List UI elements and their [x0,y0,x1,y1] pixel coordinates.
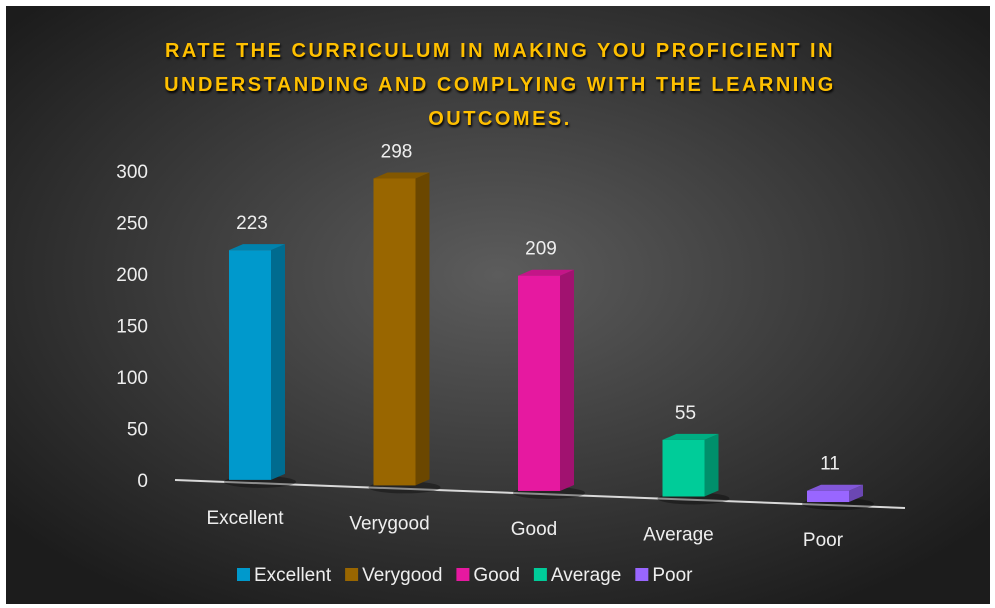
legend-label: Good [473,565,519,586]
bar-top [518,269,574,276]
y-tick-label: 0 [137,471,148,492]
bar-side [415,172,430,486]
x-tick-label: Poor [803,530,844,551]
legend-label: Poor [652,565,693,586]
x-tick-label: Verygood [349,513,429,534]
bar [518,275,560,491]
legend-label: Excellent [254,565,332,586]
legend-swatch [345,568,359,581]
x-tick-label: Good [511,519,557,540]
y-tick-label: 200 [116,265,148,286]
legend-swatch [635,568,649,581]
y-tick-label: 150 [116,317,148,338]
bar-side [560,269,574,491]
legend-swatch [456,568,470,581]
y-tick-label: 250 [116,214,148,235]
value-label: 298 [381,141,413,162]
value-label: 223 [236,213,268,234]
bar-top [807,484,863,491]
y-tick-label: 50 [127,420,148,441]
chart-title: RATE THE CURRICULUM IN MAKING YOU PROFIC… [164,40,836,130]
legend-label: Average [551,565,621,586]
bar-side [271,244,285,480]
value-label: 55 [675,403,696,424]
base-line [174,479,906,509]
y-tick-label: 100 [116,368,148,389]
legend-label: Verygood [362,565,442,586]
bar-side [704,433,719,497]
bar-top [373,172,430,179]
x-tick-label: Excellent [206,508,284,529]
bar-side [849,484,863,503]
bar [807,490,849,503]
value-label: 209 [525,239,557,260]
y-tick-label: 300 [116,162,148,183]
bar-top [229,244,285,251]
value-label: 11 [820,454,840,475]
bar [662,439,705,497]
legend-swatch [533,568,547,581]
bar [229,250,271,480]
bar-top [662,433,719,440]
legend-swatch [237,568,250,581]
x-tick-label: Average [643,525,713,546]
bar [373,178,416,486]
